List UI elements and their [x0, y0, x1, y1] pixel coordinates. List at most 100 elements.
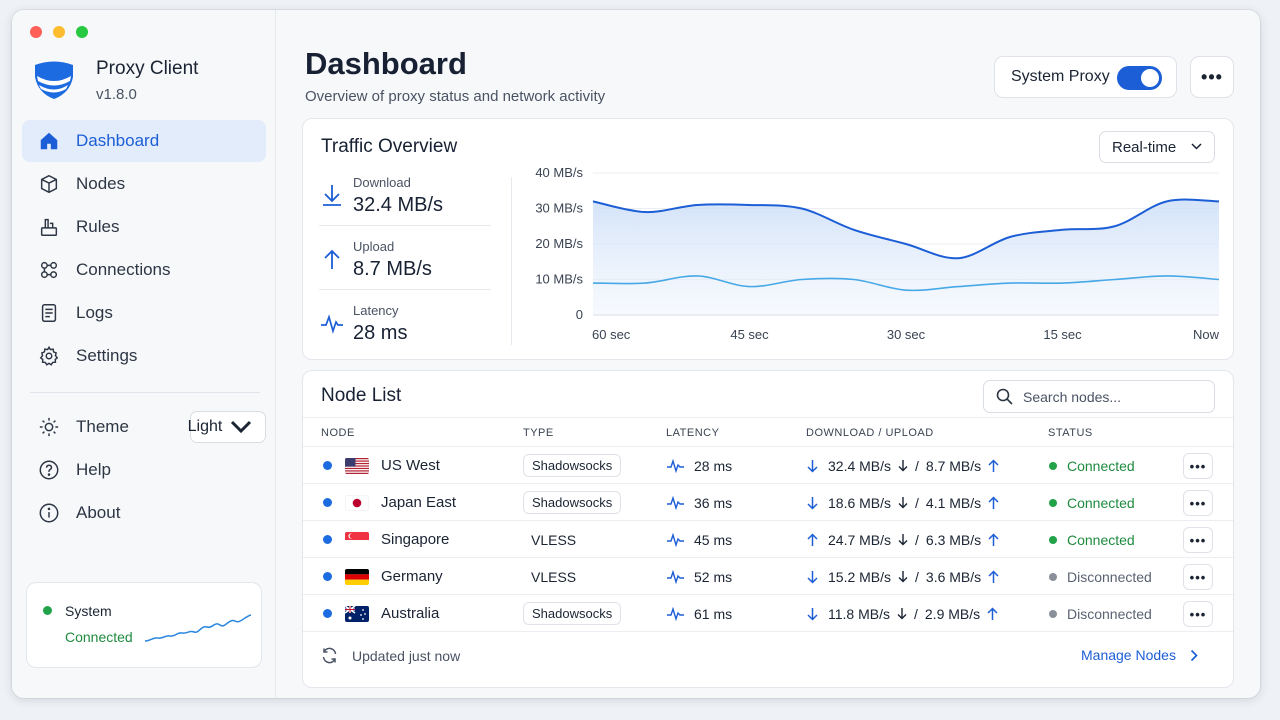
metric-divider [319, 225, 491, 226]
table-row[interactable]: Germany VLESS 52 ms 15.2 MB/s/3.6 MB/s Disco… [303, 558, 1233, 595]
y-tick-label: 30 MB/s [535, 201, 583, 216]
page-title: Dashboard [305, 46, 467, 81]
flag-us-icon [345, 457, 369, 474]
sidebar-item-rules[interactable]: Rules [22, 206, 266, 248]
node-type-badge: Shadowsocks [523, 602, 622, 625]
metric-value: 28 ms [353, 322, 408, 344]
system-proxy-label: System Proxy [1011, 68, 1110, 85]
app-version: v1.8.0 [96, 86, 137, 103]
arrow-up-icon [988, 532, 999, 546]
row-more-button[interactable]: ••• [1183, 564, 1213, 590]
sidebar-item-dashboard[interactable]: Dashboard [22, 120, 266, 162]
sidebar-item-label: Dashboard [76, 131, 160, 150]
connections-icon [40, 261, 58, 279]
cube-icon [40, 174, 58, 194]
more-options-button[interactable]: ••• [1190, 56, 1234, 98]
x-tick-label: 15 sec [1043, 327, 1082, 342]
sidebar-item-settings[interactable]: Settings [22, 335, 266, 377]
sidebar-item-label: Help [76, 460, 111, 479]
pulse-icon [667, 532, 684, 547]
arrow-down-icon [898, 460, 908, 472]
pulse-icon [667, 606, 684, 621]
chart-divider [511, 177, 512, 345]
sidebar-item-about[interactable]: About [22, 492, 266, 534]
status-dot [43, 606, 52, 615]
app-window: Proxy Client v1.8.0 Dashboard Nodes Rule… [12, 10, 1260, 698]
metric-label: Latency [353, 303, 399, 318]
system-status-card: System Connected [26, 582, 262, 668]
table-row[interactable]: Australia Shadowsocks 61 ms 11.8 MB/s/2.9 M… [303, 595, 1233, 632]
system-proxy-toggle[interactable] [1117, 66, 1162, 90]
node-download: 24.7 MB/s [828, 531, 892, 548]
flag-au-icon [345, 605, 369, 622]
y-tick-label: 10 MB/s [535, 272, 583, 287]
maximize-window-button[interactable] [76, 26, 88, 38]
metric-upload: Upload 8.7 MB/s [319, 235, 495, 299]
node-type-badge: VLESS [531, 568, 577, 585]
node-indicator-dot [323, 461, 332, 470]
activity-sparkline [145, 614, 251, 642]
y-tick-label: 0 [576, 307, 583, 322]
rules-icon [40, 218, 58, 236]
node-download: 11.8 MB/s [828, 605, 890, 622]
column-header-traffic: DOWNLOAD / UPLOAD [806, 427, 934, 439]
node-name: Australia [381, 605, 440, 622]
node-status: Connected [1067, 531, 1135, 548]
sidebar-item-logs[interactable]: Logs [22, 292, 266, 334]
node-list-title: Node List [321, 385, 402, 406]
sidebar-item-label: Nodes [76, 174, 126, 193]
node-upload: 3.6 MB/s [925, 568, 982, 585]
shield-logo-icon [35, 61, 73, 99]
node-download: 15.2 MB/s [828, 568, 892, 585]
x-tick-label: 30 sec [887, 327, 926, 342]
flag-de-icon [345, 568, 369, 585]
sidebar-item-label: Connections [76, 260, 171, 279]
search-icon [996, 388, 1013, 405]
node-status: Disconnected [1067, 605, 1152, 622]
node-type-badge: Shadowsocks [523, 454, 622, 477]
node-indicator-dot [323, 498, 332, 507]
brand: Proxy Client v1.8.0 [32, 58, 198, 103]
sidebar-item-nodes[interactable]: Nodes [22, 163, 266, 205]
row-more-button[interactable]: ••• [1183, 490, 1213, 516]
table-row[interactable]: Singapore VLESS 45 ms 24.7 MB/s/6.3 MB/s Con… [303, 521, 1233, 558]
system-status-value: Connected [65, 629, 133, 645]
node-name: US West [381, 457, 440, 474]
download-area-fill [593, 199, 1219, 315]
row-more-button[interactable]: ••• [1183, 527, 1213, 553]
range-select[interactable]: Real-time [1099, 131, 1215, 163]
theme-select[interactable]: Light [188, 411, 266, 443]
node-indicator-dot [323, 535, 332, 544]
column-header-node: NODE [321, 427, 355, 439]
metric-download: Download 32.4 MB/s [319, 171, 495, 235]
theme-label: Theme [76, 417, 129, 436]
system-status-label: System [65, 603, 112, 619]
node-latency: 61 ms [694, 605, 733, 622]
arrow-up-icon [987, 606, 998, 620]
metric-label: Download [353, 175, 411, 190]
manage-nodes-link[interactable]: Manage Nodes [1081, 647, 1198, 663]
chevron-down-icon [231, 420, 252, 434]
row-more-button[interactable]: ••• [1183, 453, 1213, 479]
sidebar-item-connections[interactable]: Connections [22, 249, 266, 291]
arrow-up-icon [807, 532, 818, 546]
node-latency: 52 ms [694, 568, 733, 585]
table-row[interactable]: US West Shadowsocks 28 ms 32.4 MB/s/8.7 MB/… [303, 447, 1233, 484]
status-dot [1049, 535, 1057, 544]
metric-latency: Latency 28 ms [319, 299, 495, 363]
node-latency: 45 ms [694, 531, 733, 548]
search-input[interactable]: Search nodes... [983, 380, 1215, 413]
node-list-card: Node List Search nodes... NODE TYPE LATE… [302, 370, 1234, 688]
page-subtitle: Overview of proxy status and network act… [305, 88, 606, 105]
table-row[interactable]: Japan East Shadowsocks 36 ms 18.6 MB/s/4.1 … [303, 484, 1233, 521]
traffic-chart: 0 10 MB/s 20 MB/s 30 MB/s 40 MB/s 60 sec 45 se… [535, 167, 1219, 342]
close-window-button[interactable] [30, 26, 42, 38]
minimize-window-button[interactable] [53, 26, 65, 38]
column-header-latency: LATENCY [666, 427, 720, 439]
pulse-icon [321, 314, 343, 334]
y-tick-label: 20 MB/s [535, 236, 583, 251]
sidebar-item-help[interactable]: Help [22, 449, 266, 491]
node-indicator-dot [323, 609, 332, 618]
row-more-button[interactable]: ••• [1183, 601, 1213, 627]
arrow-down-icon [897, 608, 907, 620]
